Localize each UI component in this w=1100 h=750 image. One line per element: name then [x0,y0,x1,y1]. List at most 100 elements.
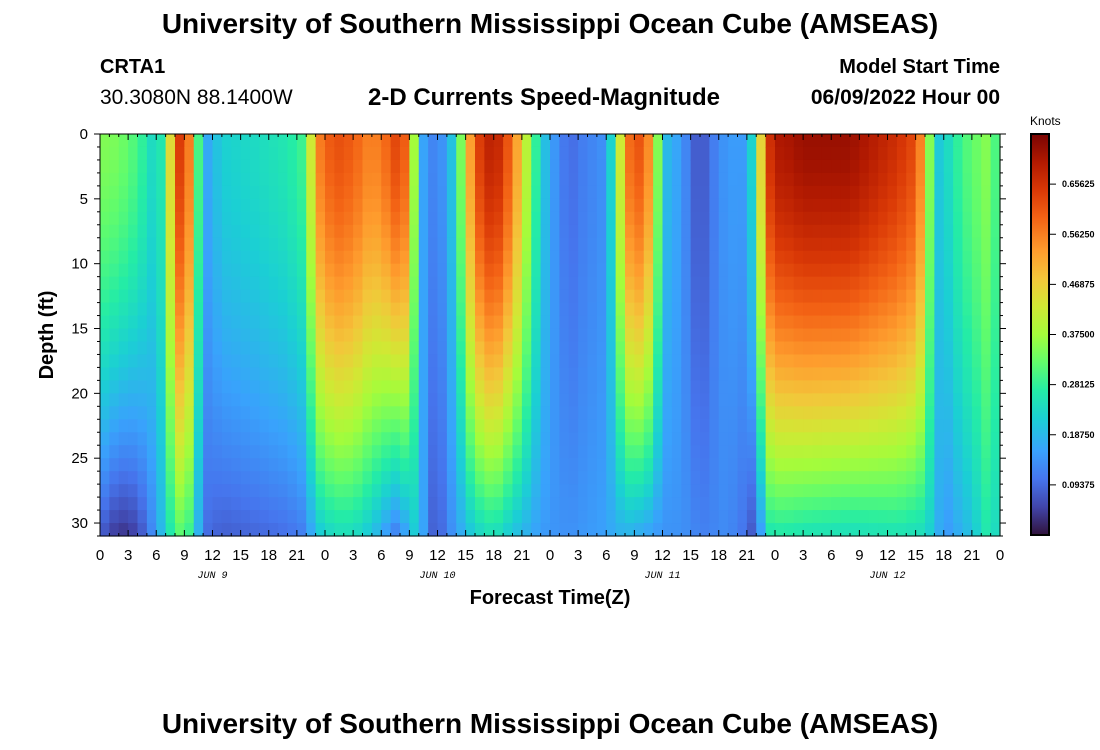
heatmap-cell [812,302,823,317]
heatmap-cell [850,510,860,524]
heatmap-cell [137,134,148,148]
heatmap-cell [915,237,926,252]
heatmap-cell [850,224,860,239]
heatmap-cell [700,159,710,174]
heatmap-cell [831,341,842,356]
heatmap-cell [934,354,945,369]
heatmap-cell [240,432,251,446]
heatmap-cell [559,510,570,524]
heatmap-cell [306,341,317,356]
heatmap-cell [475,354,485,369]
heatmap-cell [840,315,851,330]
heatmap-cell [709,211,720,226]
heatmap-cell [962,445,973,459]
heatmap-cell [737,224,748,239]
heatmap-cell [915,185,926,200]
heatmap-cell [681,510,692,524]
heatmap-cell [184,406,195,420]
heatmap-cell [962,263,973,278]
heatmap-cell [315,419,326,433]
heatmap-cell [231,172,242,187]
heatmap-cell [362,211,373,226]
heatmap-cell [334,328,345,343]
heatmap-cell [540,263,551,278]
heatmap-cell [100,341,110,356]
heatmap-cell [550,380,560,394]
heatmap-cell [915,445,926,459]
heatmap-cell [306,146,317,161]
heatmap-cell [512,445,523,459]
heatmap-cell [268,393,279,407]
heatmap-cell [700,458,710,472]
heatmap-cell [184,419,195,433]
heatmap-cell [934,380,945,394]
heatmap-cell [971,159,982,174]
heatmap-cell [475,393,485,407]
heatmap-cell [765,250,776,265]
heatmap-cell [531,341,542,356]
heatmap-cell [943,445,954,459]
heatmap-cell [850,419,860,433]
heatmap-cell [512,146,523,161]
heatmap-cell [756,406,767,420]
heatmap-cell [390,523,401,537]
heatmap-cell [362,134,373,148]
heatmap-cell [540,302,551,317]
heatmap-cell [775,354,785,369]
heatmap-cell [165,419,176,433]
heatmap-cell [681,263,692,278]
heatmap-cell [943,367,954,381]
heatmap-cell [831,380,842,394]
heatmap-cell [700,198,710,213]
heatmap-cell [418,198,429,213]
heatmap-cell [296,198,307,213]
heatmap-cell [184,250,195,265]
heatmap-cell [465,172,476,187]
heatmap-cell [568,211,579,226]
heatmap-cell [728,159,739,174]
heatmap-cell [193,341,204,356]
heatmap-cell [850,445,860,459]
heatmap-cell [165,406,176,420]
heatmap-cell [137,510,148,524]
heatmap-cell [775,393,785,407]
heatmap-cell [353,172,364,187]
heatmap-cell [428,172,439,187]
heatmap-cell [906,159,917,174]
heatmap-cell [737,458,748,472]
heatmap-cell [446,484,457,498]
heatmap-cell [231,497,242,511]
heatmap-cell [531,445,542,459]
heatmap-cell [850,159,860,174]
heatmap-cell [325,315,335,330]
heatmap-cell [146,172,157,187]
heatmap-cell [784,354,795,369]
heatmap-cell [268,185,279,200]
heatmap-cell [596,328,607,343]
heatmap-cell [578,185,589,200]
heatmap-cell [943,419,954,433]
heatmap-cell [296,393,307,407]
heatmap-cell [775,302,785,317]
heatmap-cell [512,302,523,317]
heatmap-cell [493,484,504,498]
heatmap-cell [728,432,739,446]
heatmap-cell [653,224,664,239]
heatmap-cell [859,445,870,459]
heatmap-cell [568,471,579,485]
heatmap-cell [287,497,298,511]
heatmap-cell [878,419,889,433]
heatmap-cell [212,497,223,511]
heatmap-cell [193,328,204,343]
heatmap-cell [240,263,251,278]
heatmap-cell [550,432,560,446]
heatmap-cell [850,185,860,200]
heatmap-cell [962,341,973,356]
heatmap-cell [287,276,298,291]
heatmap-cell [353,354,364,369]
heatmap-cell [990,445,1001,459]
heatmap-cell [653,406,664,420]
heatmap-cell [212,471,223,485]
heatmap-cell [718,406,729,420]
heatmap-cell [981,263,992,278]
